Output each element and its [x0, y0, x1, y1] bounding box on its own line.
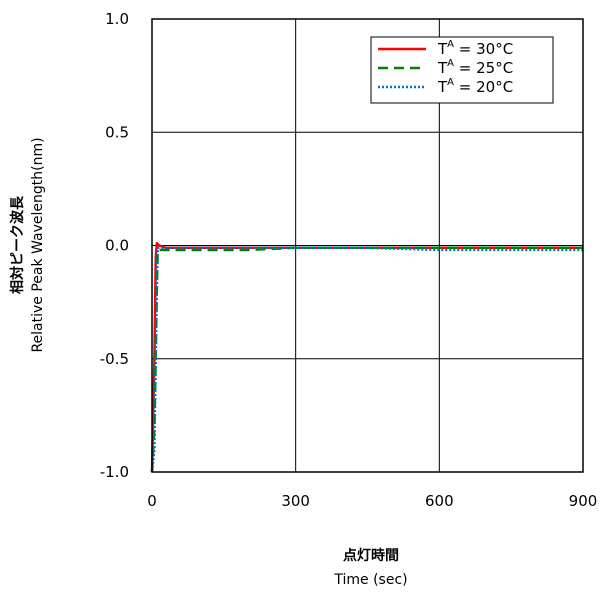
series-line-2 — [150, 246, 583, 473]
y-axis-title: Relative Peak Wavelength(nm) — [30, 137, 46, 352]
x-tick-label: 0 — [147, 492, 157, 510]
x-axis-title-ja: 点灯時間 — [343, 547, 399, 564]
series-lines — [150, 241, 583, 473]
y-tick-label: -0.5 — [100, 350, 129, 368]
plot-frame — [151, 18, 584, 473]
y-tick-labels: 1.0 0.5 0.0 -0.5 -1.0 — [100, 10, 129, 481]
x-tick-label: 900 — [569, 492, 598, 510]
y-tick-label: 1.0 — [105, 10, 129, 28]
series-line-3 — [150, 246, 583, 473]
legend-label-2: TA = 25°C — [437, 58, 513, 77]
y-tick-label: 0.0 — [105, 237, 129, 255]
x-tick-labels: 0 300 600 900 — [147, 492, 597, 510]
legend-label-3: TA = 20°C — [437, 77, 513, 96]
y-tick-label: -1.0 — [100, 463, 129, 481]
series-line-1 — [150, 241, 583, 473]
x-tick-label: 600 — [425, 492, 454, 510]
x-tick-label: 300 — [281, 492, 310, 510]
legend: TA = 30°CTA = 25°CTA = 20°C — [370, 36, 554, 104]
y-tick-label: 0.5 — [105, 123, 129, 141]
legend-label-1: TA = 30°C — [437, 39, 513, 58]
y-axis-title-ja: 相対ピーク波長 — [9, 195, 26, 294]
x-axis-title: Time (sec) — [333, 572, 407, 588]
